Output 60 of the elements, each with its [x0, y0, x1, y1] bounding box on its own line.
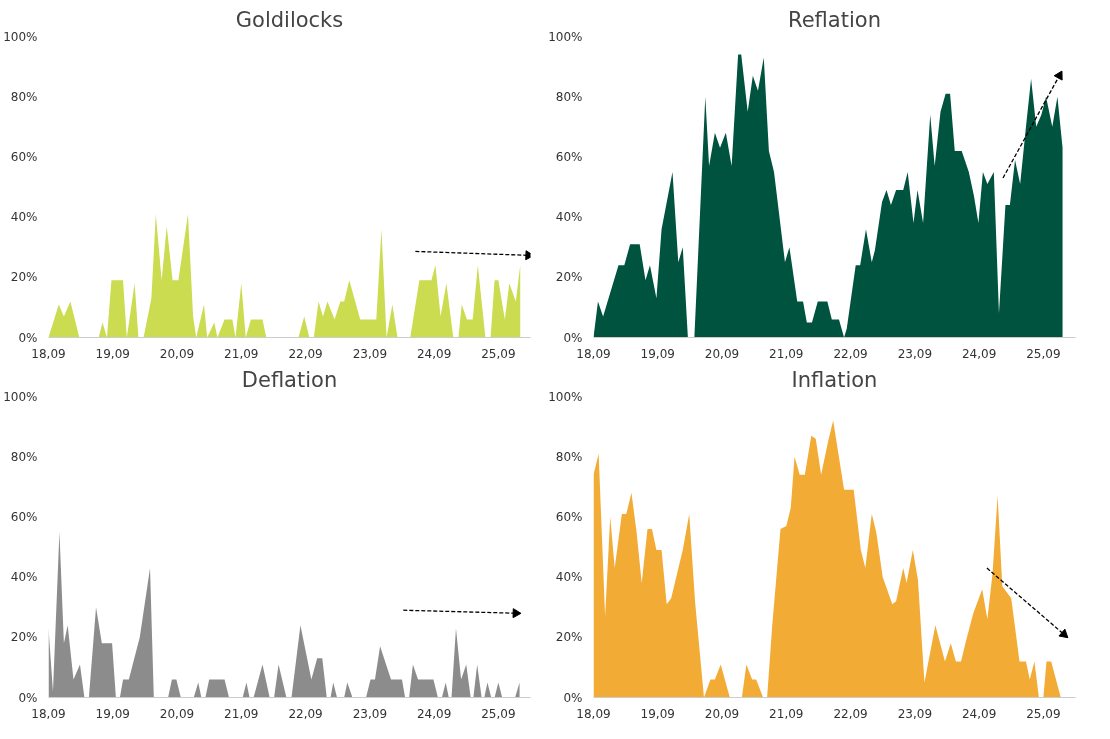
y-tick-label: 80% — [10, 89, 38, 104]
x-tick-label: 19,09 — [640, 346, 675, 361]
x-tick-label: 24,09 — [416, 706, 452, 721]
x-tick-label: 23,09 — [897, 706, 933, 721]
chart-title: Goldilocks — [235, 7, 344, 32]
x-tick-label: 20,09 — [159, 346, 195, 361]
y-tick-label: 0% — [18, 330, 38, 345]
y-tick-label: 40% — [555, 210, 583, 225]
y-tick-label: 60% — [555, 149, 583, 164]
x-tick-label: 19,09 — [640, 706, 675, 721]
y-tick-label: 40% — [555, 570, 583, 585]
x-tick-label: 18,09 — [31, 706, 66, 721]
x-tick-label: 19,09 — [95, 346, 130, 361]
x-tick-label: 24,09 — [416, 346, 452, 361]
x-tick-label: 21,09 — [224, 346, 259, 361]
x-tick-label: 22,09 — [288, 346, 323, 361]
x-tick-label: 22,09 — [833, 706, 868, 721]
x-tick-label: 25,09 — [1026, 346, 1061, 361]
y-tick-label: 20% — [10, 630, 38, 645]
x-tick-label: 20,09 — [704, 346, 740, 361]
y-tick-label: 20% — [555, 630, 583, 645]
x-tick-label: 22,09 — [833, 346, 868, 361]
x-tick-label: 21,09 — [769, 346, 804, 361]
y-tick-label: 80% — [10, 449, 38, 464]
x-tick-label: 24,09 — [961, 346, 997, 361]
y-tick-label: 0% — [18, 690, 38, 705]
x-tick-label: 25,09 — [481, 706, 516, 721]
x-tick-label: 25,09 — [481, 346, 516, 361]
y-tick-label: 100% — [3, 389, 38, 404]
x-tick-label: 23,09 — [897, 346, 933, 361]
x-tick-label: 19,09 — [95, 706, 130, 721]
y-tick-label: 100% — [548, 389, 583, 404]
y-tick-label: 40% — [10, 570, 38, 585]
x-tick-label: 21,09 — [769, 706, 804, 721]
y-tick-label: 40% — [10, 210, 38, 225]
x-tick-label: 25,09 — [1026, 706, 1061, 721]
x-tick-label: 20,09 — [704, 706, 740, 721]
x-tick-label: 21,09 — [224, 706, 259, 721]
x-tick-label: 18,09 — [576, 706, 611, 721]
y-tick-label: 60% — [10, 149, 38, 164]
chart-title: Deflation — [241, 367, 338, 392]
chart-title: Inflation — [791, 367, 878, 392]
y-tick-label: 100% — [3, 29, 38, 44]
y-tick-label: 20% — [10, 270, 38, 285]
y-tick-label: 20% — [555, 270, 583, 285]
x-tick-label: 23,09 — [352, 706, 388, 721]
x-tick-label: 24,09 — [961, 706, 997, 721]
y-tick-label: 0% — [563, 330, 583, 345]
x-tick-label: 22,09 — [288, 706, 323, 721]
y-tick-label: 80% — [555, 449, 583, 464]
x-tick-label: 18,09 — [576, 346, 611, 361]
y-tick-label: 80% — [555, 89, 583, 104]
y-tick-label: 60% — [555, 509, 583, 524]
x-tick-label: 23,09 — [352, 346, 388, 361]
y-tick-label: 0% — [563, 690, 583, 705]
y-tick-label: 60% — [10, 509, 38, 524]
x-tick-label: 20,09 — [159, 706, 195, 721]
chart-title: Reflation — [788, 7, 881, 32]
y-tick-label: 100% — [548, 29, 583, 44]
x-tick-label: 18,09 — [31, 346, 66, 361]
